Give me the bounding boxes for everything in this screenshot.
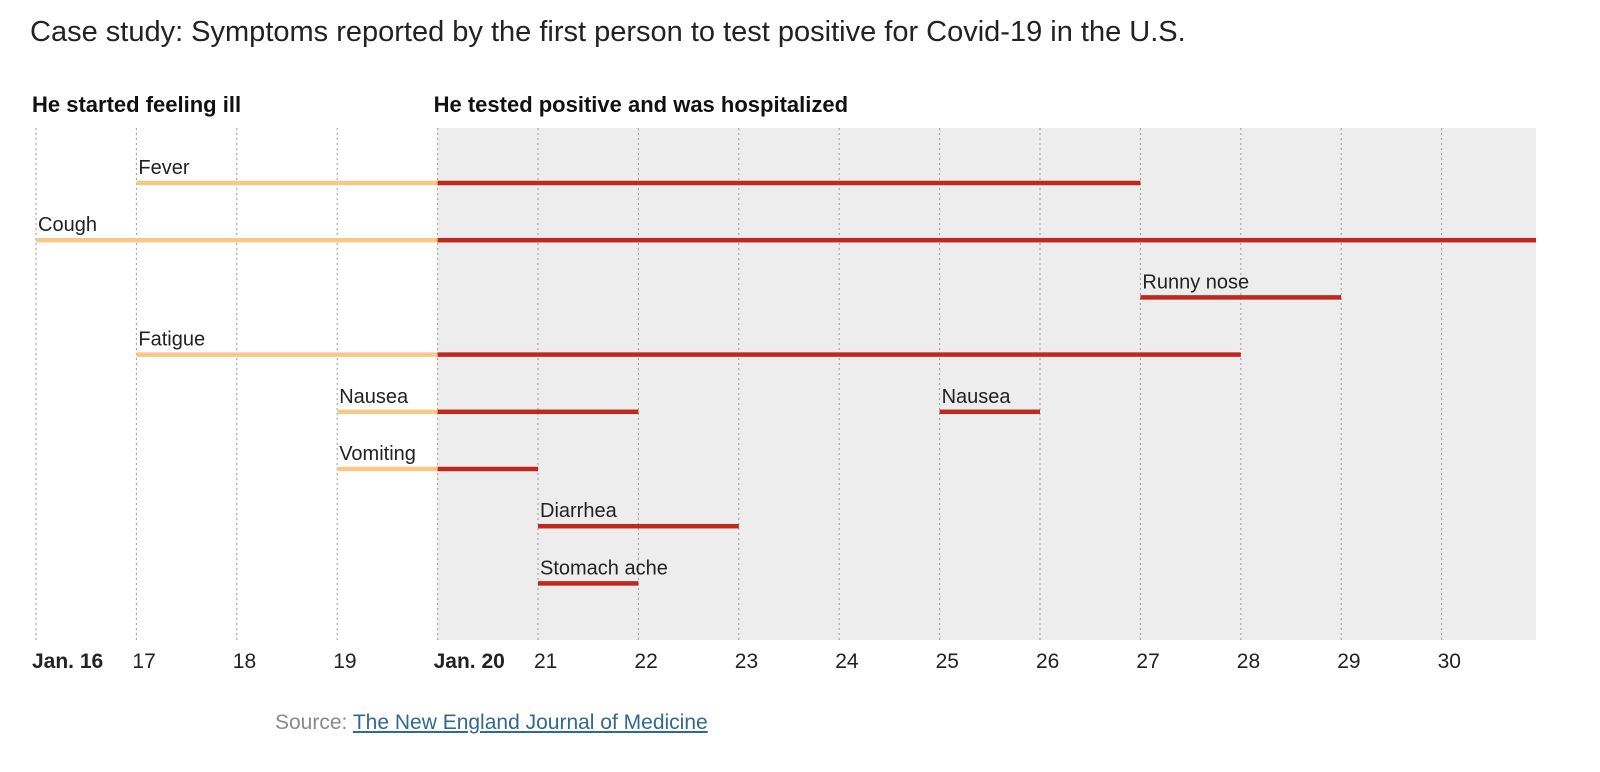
x-tick-label: 30 (1438, 650, 1461, 673)
x-tick-label: Jan. 16 (32, 650, 103, 673)
symptom-bar-after-test (437, 466, 538, 472)
x-tick-label: 26 (1036, 650, 1059, 673)
symptom-label: Runny nose (1142, 271, 1249, 293)
symptom-bar-after-test (538, 581, 639, 586)
symptom-bar-after-test (538, 523, 739, 529)
x-tick-label: 19 (333, 650, 356, 673)
x-tick-label: Jan. 20 (434, 650, 505, 673)
symptom-bar-after-test (437, 180, 1141, 186)
x-tick-label: 29 (1337, 650, 1360, 673)
x-tick-label: 23 (735, 650, 758, 673)
symptom-bar-after-test (437, 237, 1537, 243)
x-tick-label: 18 (233, 650, 256, 673)
symptom-label: Nausea (339, 386, 409, 408)
annotation-label: He tested positive and was hospitalized (434, 92, 848, 117)
symptom-timeline-chart: He started feeling ill He tested positive… (32, 92, 1537, 673)
source-link[interactable]: The New England Journal of Medicine (352, 711, 708, 734)
x-tick-label: 28 (1237, 650, 1260, 673)
x-tick-label: 24 (835, 650, 859, 673)
symptom-bar-after-test (939, 409, 1040, 415)
symptom-bar-before-test (36, 237, 438, 243)
annotation-label: He started feeling ill (32, 92, 241, 117)
symptom-bar-after-test (1140, 295, 1342, 300)
chart-title: Case study: Symptoms reported by the fir… (30, 16, 1186, 48)
x-tick-label: 22 (634, 650, 657, 673)
x-tick-label: 25 (936, 650, 959, 673)
x-tick-label: 21 (534, 650, 557, 673)
symptom-bar-after-test (437, 409, 639, 415)
source-note: Source: The New England Journal of Medic… (275, 711, 708, 735)
source-prefix: Source: (275, 711, 353, 734)
symptom-label: Stomach ache (540, 557, 668, 579)
x-tick-label: 17 (132, 650, 155, 673)
symptom-bar-after-test (437, 352, 1241, 357)
symptom-label: Cough (38, 214, 97, 236)
x-tick-label: 27 (1136, 650, 1159, 673)
symptom-label: Vomiting (339, 443, 416, 465)
symptom-label: Fever (138, 157, 189, 179)
hospitalized-period-background (437, 128, 1537, 640)
symptom-label: Fatigue (138, 329, 205, 351)
symptom-bar-before-test (136, 352, 438, 357)
symptom-bar-before-test (136, 180, 438, 186)
symptom-label: Nausea (942, 386, 1012, 408)
symptom-label: Diarrhea (540, 500, 618, 522)
symptom-bar-before-test (337, 466, 438, 472)
symptom-bar-before-test (337, 409, 438, 415)
